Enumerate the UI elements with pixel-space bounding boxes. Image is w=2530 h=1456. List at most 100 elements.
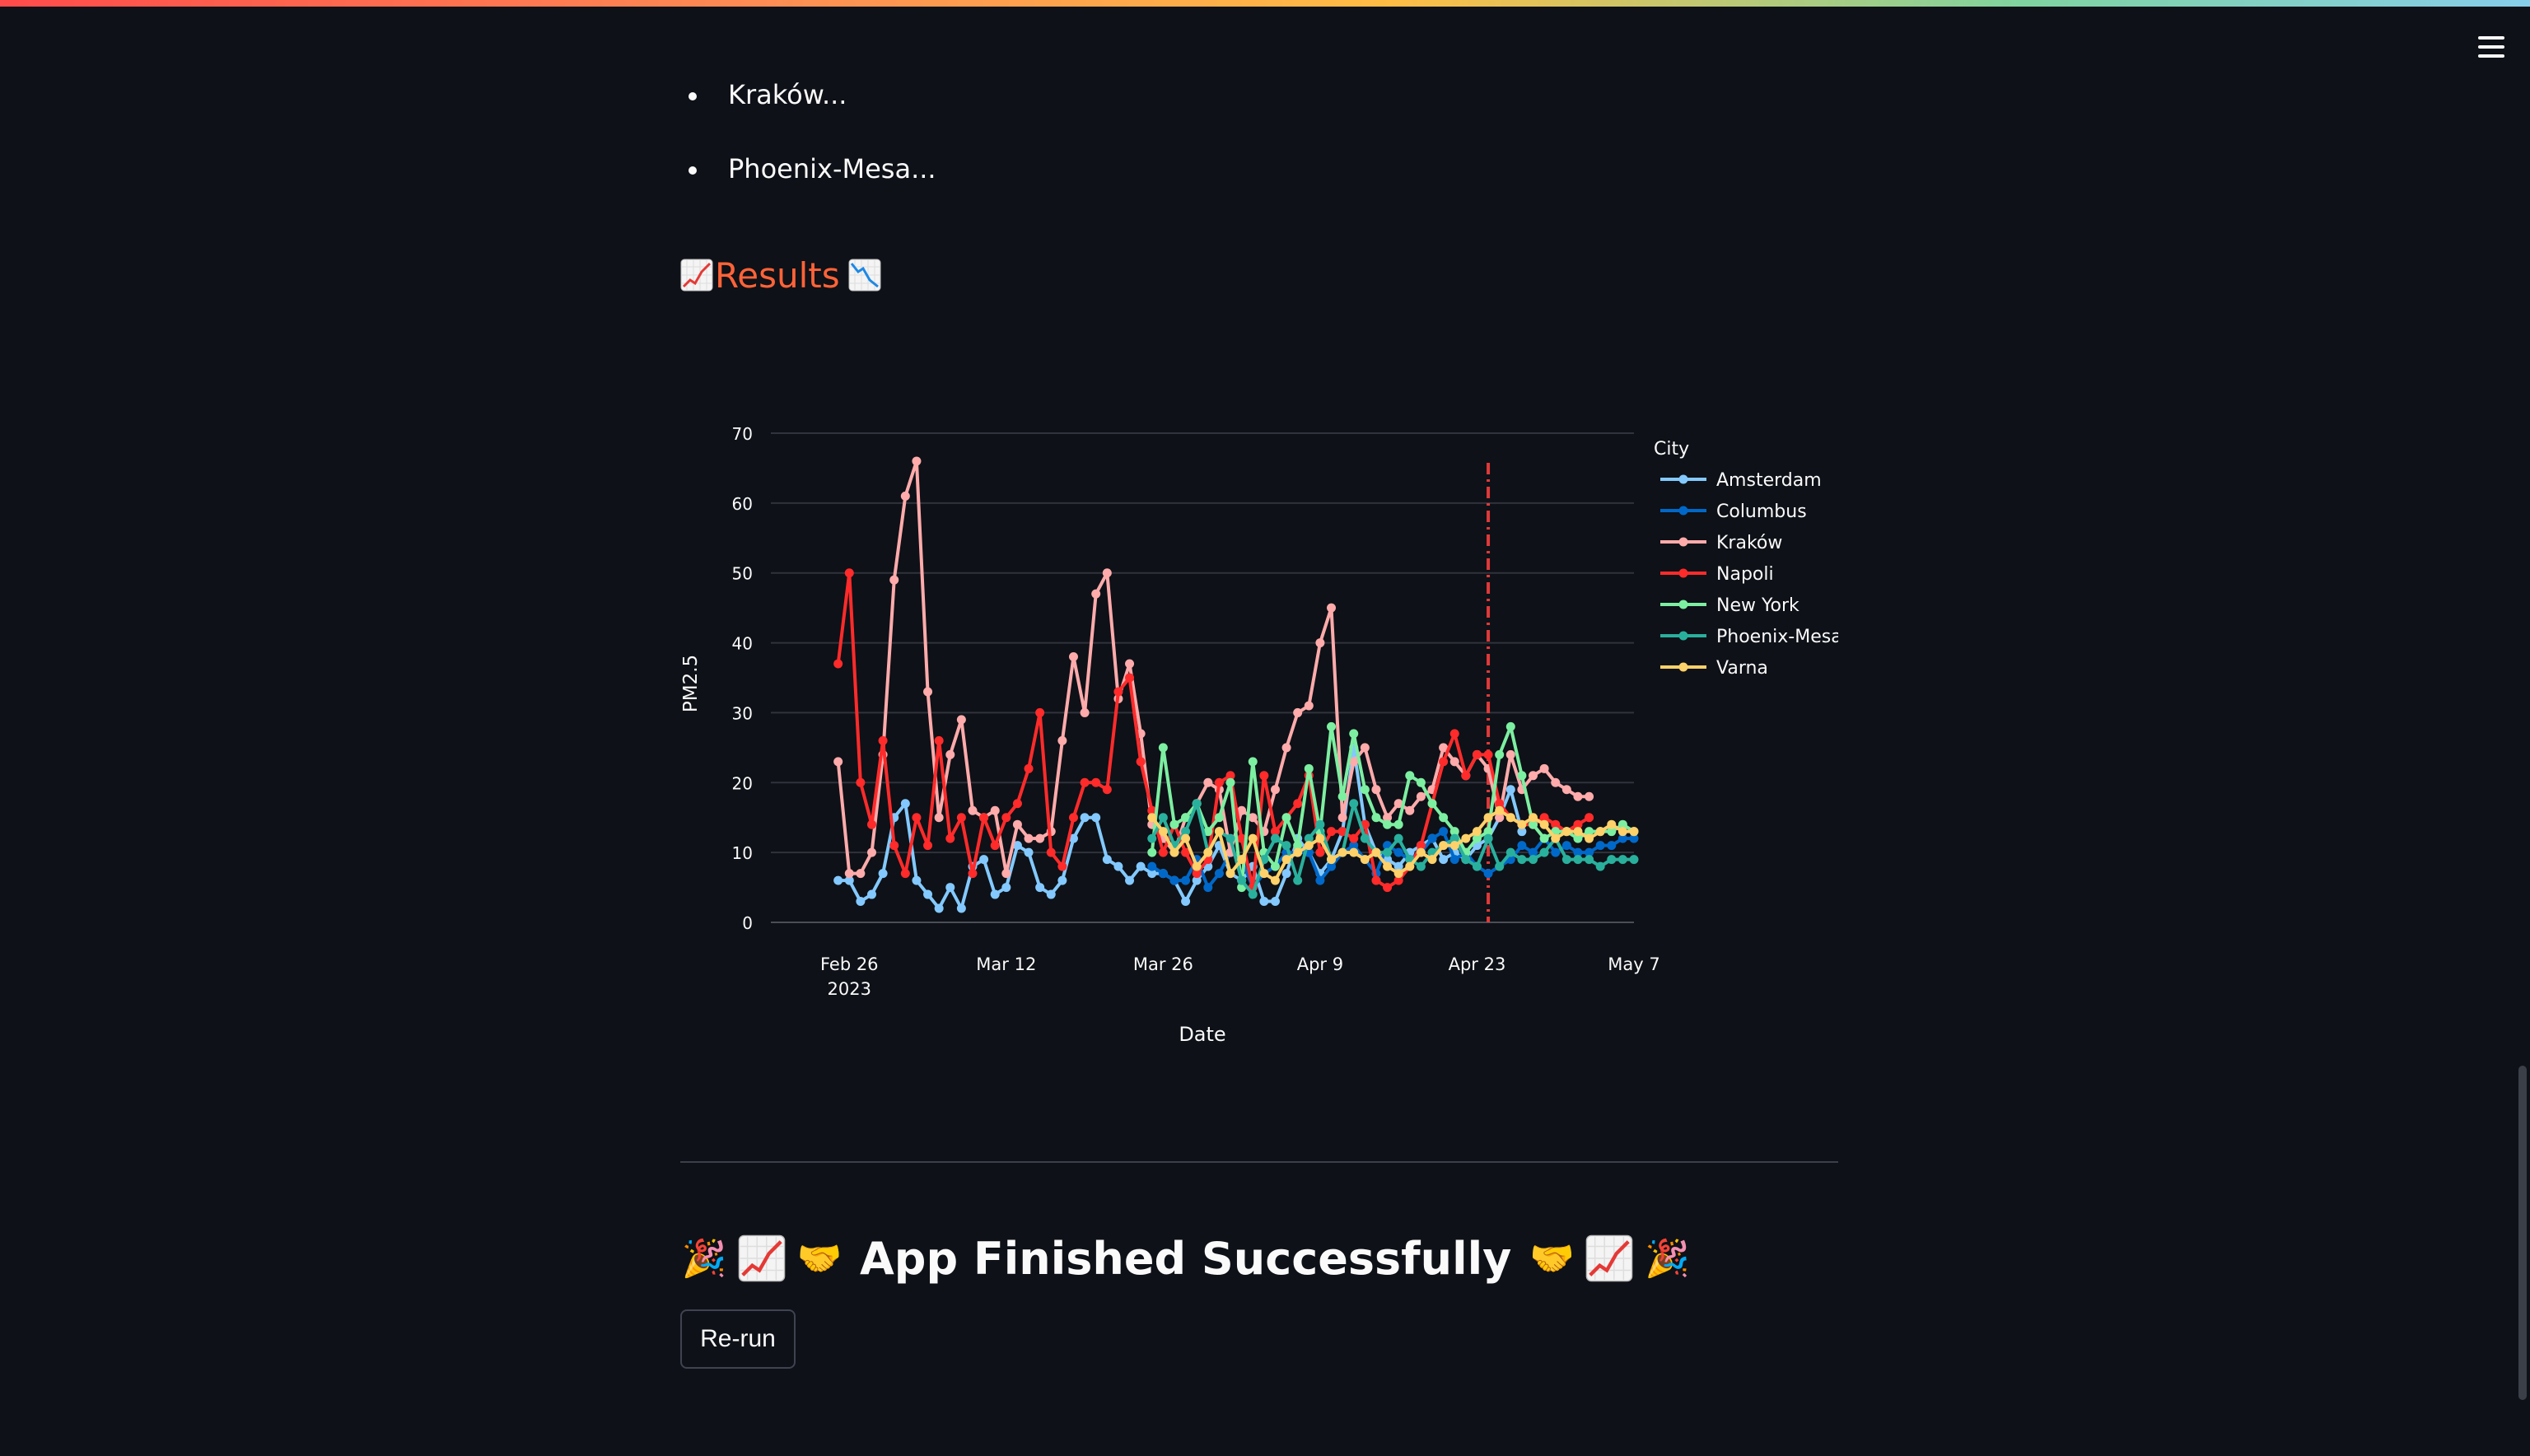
data-point[interactable] — [1405, 805, 1415, 815]
data-point[interactable] — [1304, 763, 1314, 773]
data-point[interactable] — [1585, 791, 1594, 801]
data-point[interactable] — [1192, 799, 1202, 809]
data-point[interactable] — [1461, 855, 1471, 865]
data-point[interactable] — [1192, 869, 1202, 879]
data-point[interactable] — [1505, 721, 1515, 731]
data-point[interactable] — [866, 889, 876, 899]
data-point[interactable] — [1607, 841, 1617, 851]
data-point[interactable] — [1281, 855, 1291, 865]
data-point[interactable] — [1383, 883, 1393, 893]
data-point[interactable] — [1158, 869, 1168, 879]
data-point[interactable] — [1012, 799, 1022, 809]
data-point[interactable] — [1147, 847, 1157, 857]
data-point[interactable] — [1393, 833, 1403, 843]
data-point[interactable] — [1539, 763, 1549, 773]
data-point[interactable] — [1629, 855, 1639, 865]
data-point[interactable] — [1337, 827, 1347, 837]
data-point[interactable] — [1270, 875, 1280, 885]
data-point[interactable] — [1293, 799, 1303, 809]
data-point[interactable] — [1337, 813, 1347, 823]
data-point[interactable] — [1595, 841, 1605, 851]
data-point[interactable] — [1393, 847, 1403, 857]
data-point[interactable] — [1057, 735, 1067, 745]
data-point[interactable] — [979, 813, 989, 823]
hamburger-menu-icon[interactable] — [2469, 28, 2514, 66]
data-point[interactable] — [1585, 847, 1594, 857]
data-point[interactable] — [1551, 819, 1561, 829]
data-point[interactable] — [1539, 813, 1549, 823]
data-point[interactable] — [1561, 785, 1571, 795]
data-point[interactable] — [1393, 799, 1403, 809]
data-point[interactable] — [1529, 813, 1538, 823]
data-point[interactable] — [1024, 763, 1034, 773]
data-point[interactable] — [1539, 819, 1549, 829]
data-point[interactable] — [1439, 841, 1449, 851]
data-point[interactable] — [1449, 841, 1459, 851]
data-point[interactable] — [833, 659, 843, 669]
data-point[interactable] — [1360, 833, 1370, 843]
data-point[interactable] — [1561, 855, 1571, 865]
data-point[interactable] — [1181, 847, 1191, 857]
data-point[interactable] — [1225, 777, 1235, 787]
data-point[interactable] — [1472, 861, 1482, 871]
data-point[interactable] — [1461, 771, 1471, 781]
data-point[interactable] — [1091, 813, 1101, 823]
data-point[interactable] — [1192, 861, 1202, 871]
data-point[interactable] — [1147, 869, 1157, 879]
data-point[interactable] — [1393, 861, 1403, 871]
data-point[interactable] — [1270, 785, 1280, 795]
data-point[interactable] — [1505, 749, 1515, 759]
data-point[interactable] — [1505, 785, 1515, 795]
data-point[interactable] — [1046, 889, 1056, 899]
data-point[interactable] — [1327, 861, 1337, 871]
data-point[interactable] — [1349, 833, 1359, 843]
data-point[interactable] — [900, 869, 910, 879]
data-point[interactable] — [945, 883, 955, 893]
data-point[interactable] — [1617, 855, 1627, 865]
data-point[interactable] — [1113, 687, 1123, 697]
data-point[interactable] — [1360, 855, 1370, 865]
data-point[interactable] — [1057, 875, 1067, 885]
data-point[interactable] — [1024, 847, 1034, 857]
data-point[interactable] — [1529, 819, 1538, 829]
legend-item[interactable]: Napoli — [1660, 564, 1774, 585]
data-point[interactable] — [1035, 883, 1045, 893]
data-point[interactable] — [1080, 813, 1090, 823]
data-point[interactable] — [1573, 847, 1583, 857]
data-point[interactable] — [1001, 813, 1011, 823]
data-point[interactable] — [1293, 841, 1303, 851]
data-point[interactable] — [1539, 847, 1549, 857]
data-point[interactable] — [1529, 771, 1538, 781]
data-point[interactable] — [1248, 833, 1258, 843]
data-point[interactable] — [923, 889, 933, 899]
data-point[interactable] — [856, 869, 866, 879]
data-point[interactable] — [1517, 827, 1527, 837]
data-point[interactable] — [1573, 833, 1583, 843]
data-point[interactable] — [1147, 833, 1157, 843]
data-point[interactable] — [1529, 847, 1538, 857]
data-point[interactable] — [900, 491, 910, 501]
data-point[interactable] — [1281, 743, 1291, 753]
data-point[interactable] — [1035, 833, 1045, 843]
data-point[interactable] — [1337, 791, 1347, 801]
data-point[interactable] — [1449, 757, 1459, 767]
data-point[interactable] — [1304, 701, 1314, 711]
data-point[interactable] — [856, 897, 866, 907]
legend-item[interactable]: Amsterdam — [1660, 470, 1822, 491]
data-point[interactable] — [1158, 743, 1168, 753]
data-point[interactable] — [1561, 841, 1571, 851]
data-point[interactable] — [1405, 861, 1415, 871]
data-point[interactable] — [1158, 827, 1168, 837]
data-point[interactable] — [1449, 729, 1459, 739]
data-point[interactable] — [1517, 855, 1527, 865]
data-point[interactable] — [1248, 813, 1258, 823]
data-point[interactable] — [1281, 869, 1291, 879]
data-point[interactable] — [1349, 729, 1359, 739]
data-point[interactable] — [1483, 813, 1493, 823]
rerun-button[interactable]: Re-run — [680, 1309, 796, 1369]
data-point[interactable] — [1427, 855, 1437, 865]
data-point[interactable] — [1416, 841, 1426, 851]
data-point[interactable] — [1203, 883, 1213, 893]
data-point[interactable] — [945, 833, 955, 843]
data-point[interactable] — [878, 869, 888, 879]
